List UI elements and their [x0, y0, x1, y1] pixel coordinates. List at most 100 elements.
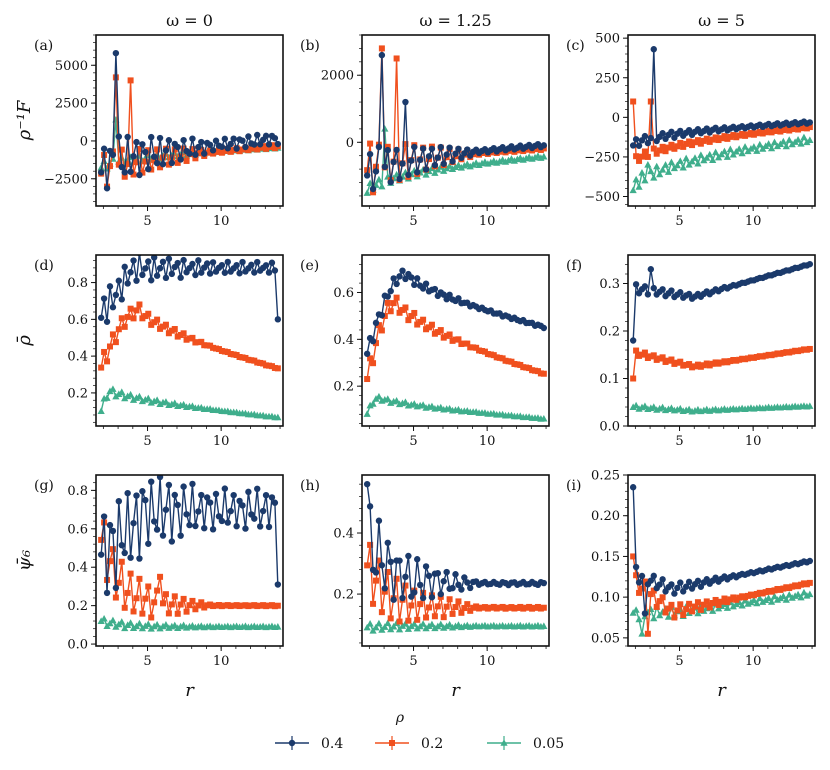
data-point-0.4	[431, 285, 439, 293]
data-point-0.4	[230, 491, 237, 499]
data-point-0.05	[750, 143, 758, 150]
data-point-0.4	[650, 572, 657, 580]
data-point-0.05	[401, 398, 410, 405]
data-point-0.2	[691, 603, 698, 610]
y-tick-label: 0.4	[333, 527, 354, 542]
data-point-0.4	[245, 488, 252, 496]
panel-label: (e)	[300, 258, 319, 274]
data-point-0.05	[103, 394, 111, 401]
data-point-0.4	[233, 261, 240, 269]
data-point-0.05	[779, 592, 787, 600]
data-point-0.05	[118, 388, 126, 396]
data-point-0.05	[797, 139, 805, 147]
data-point-0.4	[449, 158, 456, 165]
data-point-0.4	[148, 478, 155, 485]
data-point-0.2	[162, 591, 169, 598]
data-point-0.4	[375, 143, 383, 151]
y-tick-label: 0.2	[67, 599, 88, 614]
data-point-0.2	[115, 161, 122, 168]
series-line-0.2	[100, 77, 279, 187]
data-point-0.4	[268, 494, 276, 501]
data-point-0.05	[384, 619, 392, 627]
data-point-0.4	[218, 261, 226, 269]
data-point-0.4	[428, 145, 436, 152]
data-point-0.05	[794, 135, 802, 143]
data-point-0.05	[274, 413, 282, 421]
plot-area	[629, 260, 814, 415]
data-point-0.4	[127, 168, 134, 175]
data-point-0.4	[218, 143, 226, 150]
data-point-0.2	[647, 591, 654, 598]
data-point-0.05	[641, 176, 649, 184]
data-point-0.4	[452, 150, 459, 157]
panel-a: (a) 5 10 −2500 0 2500 5000	[34, 34, 284, 229]
data-point-0.4	[109, 151, 117, 159]
data-point-0.4	[133, 138, 140, 146]
x-axis-label-1: r	[451, 680, 461, 701]
x-tick-label: 5	[675, 654, 683, 669]
data-point-0.2	[118, 558, 125, 565]
data-point-0.2	[630, 375, 637, 382]
data-point-0.4	[274, 140, 282, 148]
data-point-0.05	[466, 162, 474, 170]
data-point-0.4	[464, 579, 471, 586]
data-point-0.4	[112, 49, 120, 57]
data-point-0.4	[168, 538, 176, 545]
y-tick-label: 5000	[55, 59, 88, 74]
x-tick-label: 5	[143, 654, 151, 669]
data-point-0.4	[142, 496, 149, 504]
data-point-0.2	[668, 601, 675, 608]
data-point-0.05	[706, 150, 714, 158]
data-point-0.4	[245, 133, 252, 140]
data-point-0.4	[236, 270, 243, 277]
data-point-0.2	[402, 141, 409, 148]
data-point-0.2	[159, 154, 166, 161]
x-tick-label: 5	[409, 654, 417, 669]
data-point-0.2	[112, 594, 119, 601]
y-tick-label: −2500	[44, 172, 88, 187]
data-point-0.4	[227, 507, 234, 515]
data-point-0.05	[647, 605, 655, 613]
data-point-0.4	[189, 480, 196, 488]
data-point-0.05	[756, 140, 764, 148]
data-point-0.2	[104, 358, 111, 365]
data-point-0.4	[629, 484, 637, 491]
data-point-0.2	[124, 161, 131, 168]
data-point-0.05	[156, 624, 164, 632]
x-tick-label: 5	[675, 434, 683, 449]
data-point-0.4	[212, 490, 220, 498]
data-point-0.4	[629, 337, 637, 344]
data-point-0.05	[697, 151, 705, 158]
data-point-0.4	[632, 281, 640, 288]
data-point-0.4	[145, 258, 152, 265]
panel-i: (i) 5 10 0.05 0.10 0.15 0.20 0.25	[566, 469, 816, 669]
data-point-0.05	[664, 613, 673, 620]
data-point-0.05	[419, 620, 427, 627]
data-point-0.05	[457, 164, 465, 171]
data-point-0.2	[393, 294, 400, 301]
data-point-0.05	[144, 394, 152, 402]
data-point-0.2	[423, 614, 430, 621]
data-point-0.4	[251, 269, 258, 276]
data-point-0.05	[741, 143, 749, 150]
data-point-0.4	[647, 134, 655, 142]
data-point-0.05	[144, 620, 152, 628]
data-point-0.4	[685, 578, 693, 586]
data-point-0.4	[221, 269, 229, 276]
data-point-0.4	[467, 584, 474, 592]
data-point-0.4	[402, 275, 409, 283]
data-point-0.4	[464, 146, 471, 153]
data-point-0.4	[162, 274, 170, 282]
data-point-0.4	[644, 139, 652, 147]
data-point-0.05	[732, 600, 740, 608]
data-point-0.4	[262, 132, 270, 140]
data-point-0.4	[419, 285, 427, 292]
data-point-0.2	[375, 322, 382, 329]
data-point-0.05	[381, 623, 389, 630]
row-ylabel-0: ρ⁻¹F	[14, 99, 35, 141]
data-point-0.2	[683, 606, 690, 613]
y-tick-label: 2000	[321, 69, 354, 84]
data-point-0.05	[129, 624, 138, 631]
data-point-0.05	[785, 136, 793, 143]
data-point-0.4	[156, 265, 164, 272]
